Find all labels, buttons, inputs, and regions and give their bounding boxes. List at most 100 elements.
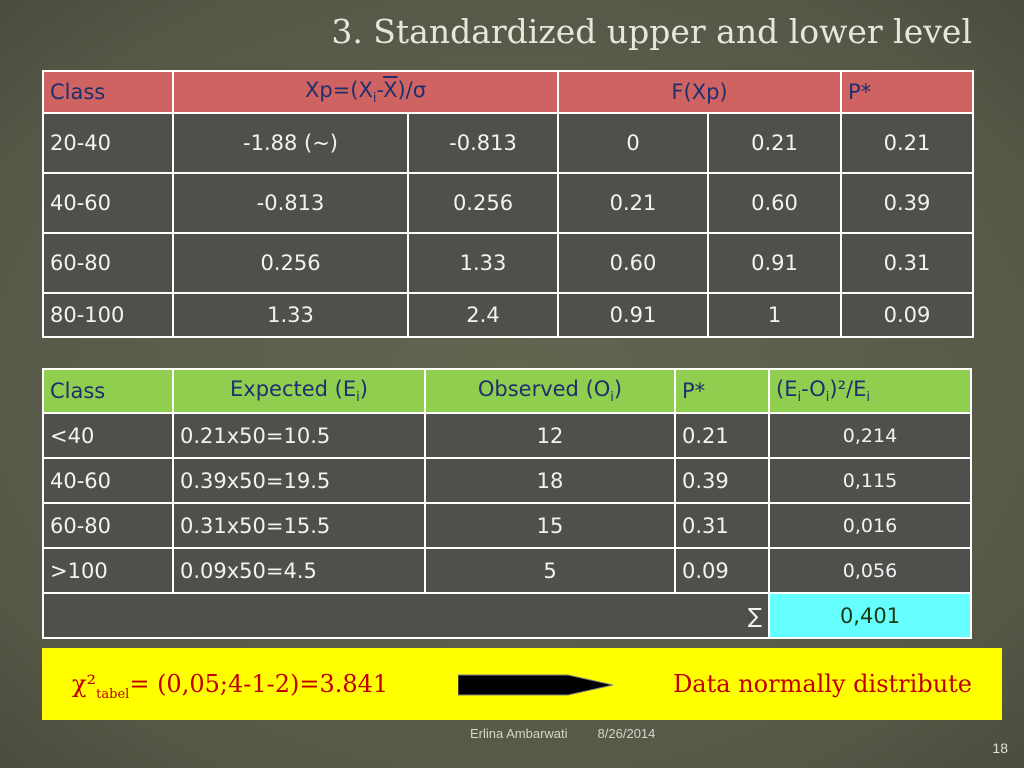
table-cell: >100 [42,547,174,594]
table-cell: 0.09 [840,292,975,338]
table-row: 60-80 0.256 1.33 0.60 0.91 0.31 [42,232,975,294]
table-cell: 2.4 [406,292,560,338]
table-cell: -0.813 [406,112,560,174]
header-sub: i [866,390,871,406]
header-text: Observed (O [477,376,611,401]
table-cell: 40-60 [42,172,174,234]
table-cell: 0,214 [768,412,972,459]
header-sub: i [356,390,360,406]
table-cell: 60-80 [42,502,174,549]
table-cell: 0,056 [768,547,972,594]
table-cell: 0,016 [768,502,972,549]
table-cell: 1 [707,292,843,338]
table-row: 40-60 -0.813 0.256 0.21 0.60 0.39 [42,172,975,234]
table-cell: 18 [424,457,676,504]
table-cell: 0.21 [674,412,770,459]
table-cell: 0.31 [840,232,975,294]
table-cell: 1.33 [406,232,560,294]
header-text: (E [776,376,798,401]
header-text: Class [50,80,106,104]
slide-title: 3. Standardized upper and lower level [331,12,972,51]
arrow [458,674,614,696]
header-text: X [383,77,398,102]
header-text: Xp=(X [304,77,373,102]
table-cell: 0.39x50=19.5 [172,457,426,504]
sum-row: ∑ 0,401 [42,592,972,639]
table-cell: -1.88 (~) [172,112,409,174]
table-cell: 0.39 [840,172,975,234]
header-cell: P* [840,70,975,114]
header-cell: Expected (Ei) [172,368,426,414]
chi-square-table: Class Expected (Ei) Observed (Oi) P* (Ei… [42,368,972,639]
header-text: )²/E [829,376,867,401]
header-row: Class Xp=(Xi-X)/σ F(Xp) P* [42,70,975,114]
header-cell: Class [42,368,174,414]
table-cell: 0.31x50=15.5 [172,502,426,549]
formula-text: = (0,05;4-1-2)=3.841 [129,670,389,698]
table-row: 60-80 0.31x50=15.5 15 0.31 0,016 [42,502,972,549]
table-cell: 0 [557,112,710,174]
formula: χ²tabel= (0,05;4-1-2)=3.841 [72,670,388,702]
sum-value: 0,401 [768,592,972,639]
table-row: 40-60 0.39x50=19.5 18 0.39 0,115 [42,457,972,504]
table-cell: 12 [424,412,676,459]
table-cell: 0.09 [674,547,770,594]
header-cell: F(Xp) [557,70,843,114]
header-row: Class Expected (Ei) Observed (Oi) P* (Ei… [42,368,972,414]
header-text: )/σ [397,77,427,102]
conclusion: Data normally distribute [673,670,972,698]
header-cell: (Ei-Oi)²/Ei [768,368,972,414]
table-cell: 0.09x50=4.5 [172,547,426,594]
table-cell: 0.21 [707,112,843,174]
table-row: >100 0.09x50=4.5 5 0.09 0,056 [42,547,972,594]
footer-author: Erlina Ambarwati [470,726,568,741]
header-sub: i [610,390,614,406]
table-row: <40 0.21x50=10.5 12 0.21 0,214 [42,412,972,459]
arrow-shape [458,674,614,696]
table-cell: 5 [424,547,676,594]
header-cell: P* [674,368,770,414]
table-cell: 0.39 [674,457,770,504]
footer-date: 8/26/2014 [597,726,656,741]
table-cell: <40 [42,412,174,459]
header-text: Expected (E [230,376,357,401]
header-cell: Xp=(Xi-X)/σ [171,70,560,114]
header-text: ) [359,376,368,401]
table-cell: 60-80 [42,232,174,294]
chi-symbol: χ² [72,670,97,698]
table-cell: 0.21 [840,112,975,174]
table-cell: 20-40 [42,112,174,174]
table-cell: 80-100 [42,292,174,338]
table-row: 20-40 -1.88 (~) -0.813 0 0.21 0.21 [42,112,975,174]
table-cell: 0.21x50=10.5 [172,412,426,459]
table-cell: 0.60 [557,232,710,294]
table-cell: 0.60 [707,172,843,234]
table-cell: 0.21 [557,172,710,234]
header-text: P* [848,80,872,104]
callout-box: χ²tabel= (0,05;4-1-2)=3.841 Data normall… [42,648,1002,720]
table-cell: 0.91 [707,232,843,294]
header-cell: Observed (Oi) [424,368,676,414]
page-number: 18 [992,740,1008,756]
table-cell: -0.813 [172,172,409,234]
table-cell: 0.256 [172,232,409,294]
header-text: -O [801,376,826,401]
header-sub: i [372,91,377,107]
footer: Erlina Ambarwati 8/26/2014 [470,726,655,741]
chi-sub: tabel [96,686,130,702]
table-cell: 1.33 [172,292,409,338]
table-cell: 0,115 [768,457,972,504]
table-cell: 0.91 [557,292,710,338]
table-row: 80-100 1.33 2.4 0.91 1 0.09 [42,292,975,338]
header-text: F(Xp) [671,80,728,104]
header-text: P* [682,379,706,403]
header-sub: i [825,390,830,406]
header-text: - [376,77,384,102]
table-cell: 0.31 [674,502,770,549]
header-sub: i [797,390,802,406]
header-cell: Class [42,70,174,114]
table-cell: 0.256 [406,172,560,234]
header-text: Class [50,379,106,403]
z-table: Class Xp=(Xi-X)/σ F(Xp) P* 20-40 -1.88 (~… [42,70,975,338]
